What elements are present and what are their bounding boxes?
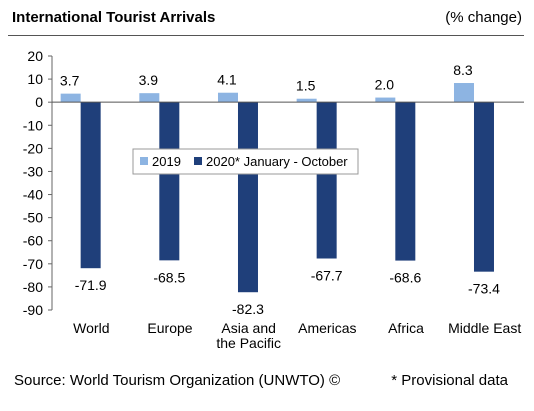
y-tick-label: -70 <box>23 256 43 272</box>
y-tick-label: 0 <box>35 94 43 110</box>
y-tick-label: -50 <box>23 210 43 226</box>
y-tick-label: -30 <box>23 163 43 179</box>
y-tick-label: -90 <box>23 302 43 318</box>
y-tick-label: -60 <box>23 233 43 249</box>
data-label-2019: 3.7 <box>60 73 80 89</box>
data-label-2020: -68.5 <box>153 269 185 285</box>
y-tick-label: -40 <box>23 187 43 203</box>
category-label: Asia and <box>221 320 275 336</box>
legend-swatch-2019 <box>140 157 148 165</box>
bar-2019 <box>217 92 238 103</box>
legend-label-2020: 2020* January - October <box>206 154 348 169</box>
bar-2020 <box>395 102 416 261</box>
bar-2020 <box>80 102 101 269</box>
data-label-2020: -67.7 <box>311 268 343 284</box>
category-label: the Pacific <box>216 335 281 351</box>
data-label-2019: 1.5 <box>296 78 316 94</box>
category-label: Americas <box>298 320 356 336</box>
data-label-2020: -73.4 <box>468 281 500 297</box>
data-label-2019: 3.9 <box>139 72 159 88</box>
category-label: Europe <box>147 320 192 336</box>
bar-2019 <box>139 93 160 103</box>
data-label-2019: 8.3 <box>453 62 473 78</box>
y-tick-label: -20 <box>23 140 43 156</box>
data-label-2019: 2.0 <box>375 77 395 93</box>
bar-2019 <box>296 98 317 103</box>
bar-2020 <box>473 102 494 272</box>
chart-title: International Tourist Arrivals <box>12 9 216 26</box>
bar-chart: 20 10 0 -10 -20 -30 -40 -50 -60 -70 -80 -90 3.7 -71.9… <box>23 48 524 351</box>
data-label-2020: -71.9 <box>75 277 107 293</box>
bar-2019 <box>60 93 81 103</box>
footer: Source: World Tourism Organization (UNWT… <box>14 372 508 389</box>
unit-label: (% change) <box>445 9 522 26</box>
y-tick-label: -80 <box>23 279 43 295</box>
provisional-note: * Provisional data <box>391 372 508 389</box>
legend-label-2019: 2019 <box>152 154 181 169</box>
bar-2020 <box>237 102 258 293</box>
category-label: Africa <box>388 320 424 336</box>
y-tick-label: 10 <box>27 71 43 87</box>
bar-2020 <box>316 102 337 259</box>
y-tick-label: 20 <box>27 48 43 64</box>
legend-box <box>132 148 359 175</box>
data-label-2019: 4.1 <box>217 72 237 88</box>
legend-swatch-2020 <box>194 157 202 165</box>
category-label: Middle East <box>448 320 521 336</box>
y-tick-label: -10 <box>23 117 43 133</box>
bar-2019 <box>375 97 396 103</box>
category-label: World <box>73 320 109 336</box>
title-divider <box>8 35 524 36</box>
bar-2020 <box>159 102 180 261</box>
bar-2019 <box>453 83 474 103</box>
data-label-2020: -82.3 <box>232 301 264 317</box>
source-note: Source: World Tourism Organization (UNWT… <box>14 372 341 389</box>
data-label-2020: -68.6 <box>389 270 421 286</box>
